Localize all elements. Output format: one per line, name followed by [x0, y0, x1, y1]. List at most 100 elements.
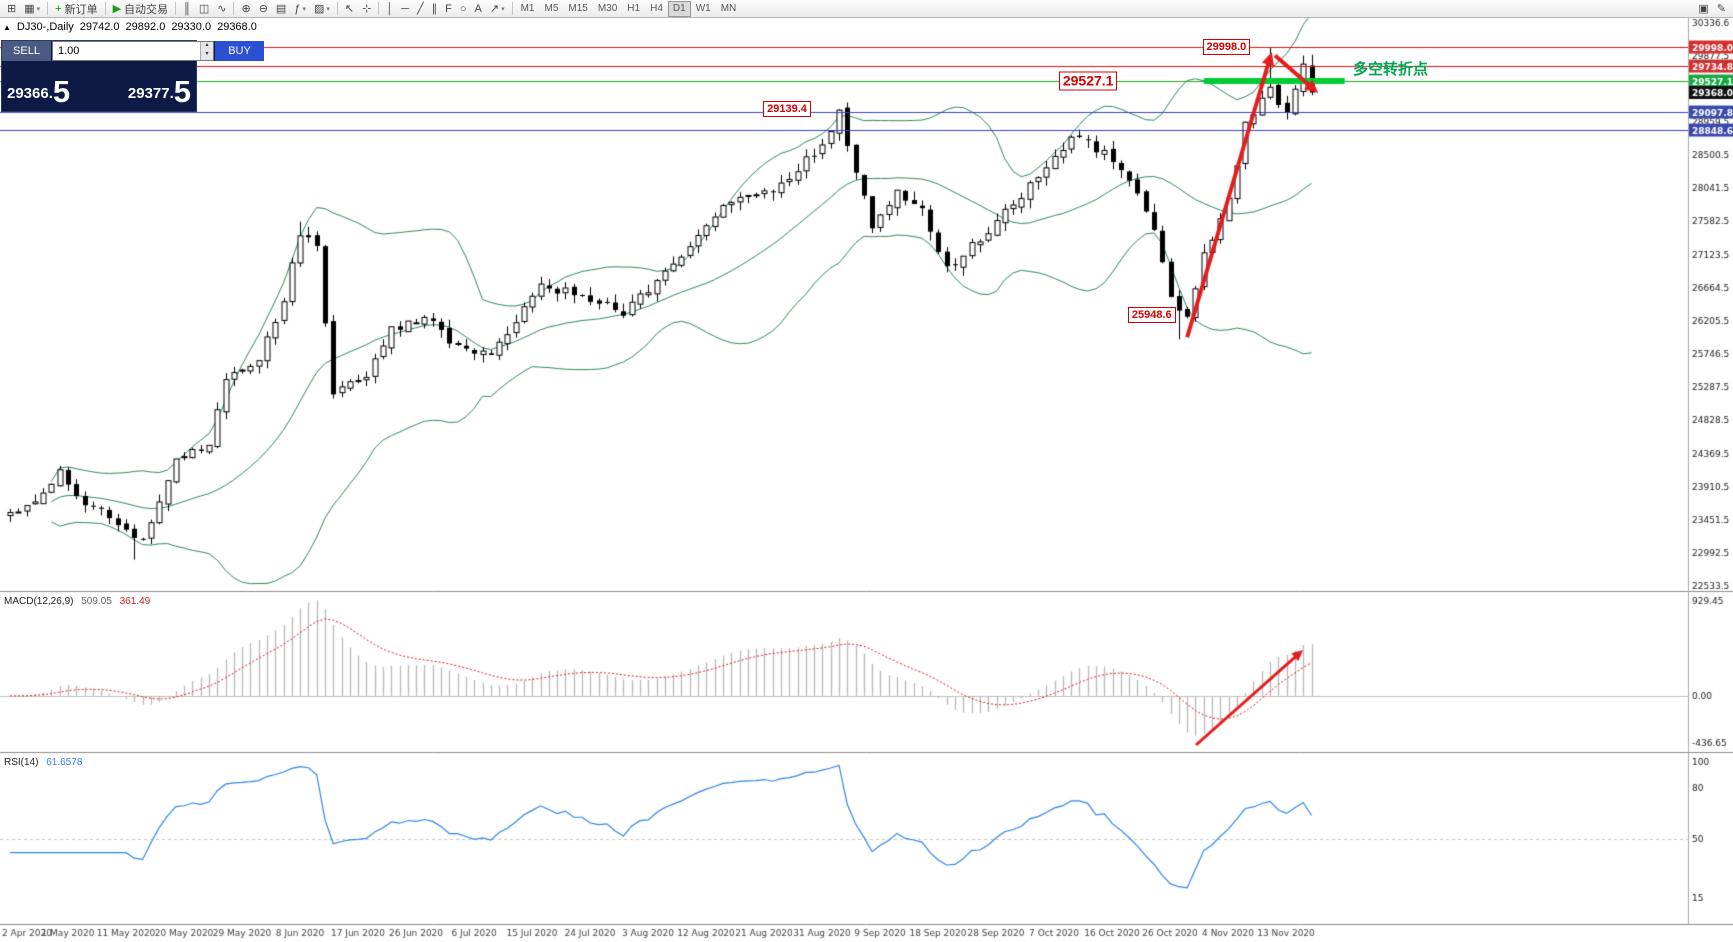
fibonacci-button[interactable]: F [441, 1, 456, 17]
symbol-period-label: DJ30-,Daily [16, 21, 74, 33]
quick-edit-icon: ✎ [1716, 2, 1726, 15]
toolbar-separator [511, 2, 513, 15]
timeframe-w1-button[interactable]: W1 [691, 1, 716, 17]
tile-windows-icon: ▤ [275, 2, 287, 15]
chevron-down-icon: ▾ [302, 5, 306, 13]
rsi-name: RSI(14) [4, 757, 39, 768]
horizontal-line-button[interactable]: ─ [397, 1, 413, 17]
timeframe-m15-button[interactable]: M15 [563, 1, 592, 17]
low-value: 29330.0 [171, 21, 212, 33]
timeframe-w1-label: W1 [695, 3, 711, 14]
profiles-button[interactable]: ▦ ▾ [20, 1, 44, 17]
candlestick-chart-button[interactable]: ◫ [195, 1, 213, 17]
volume-decrease-button[interactable]: ▾ [201, 51, 213, 60]
text-label-button[interactable]: A [471, 1, 486, 17]
volume-input[interactable] [53, 42, 200, 60]
window-dock-button[interactable]: ▣ [1694, 1, 1712, 17]
close-value: 29368.0 [217, 21, 257, 33]
arrows-tool-button[interactable]: ↗ ▾ [486, 1, 509, 17]
channel-button[interactable]: ∥ [428, 1, 442, 17]
sell-price-frac: 5 [52, 74, 71, 109]
price-label-flag[interactable]: 29139.4 [763, 101, 811, 118]
quick-edit-button[interactable]: ✎ [1713, 1, 1730, 17]
toolbar-separator [175, 2, 177, 15]
indicators-button[interactable]: ƒ ▾ [290, 1, 310, 17]
tile-windows-button[interactable]: ▤ [272, 1, 290, 17]
fibonacci-icon: F [445, 2, 452, 15]
timeframe-h4-button[interactable]: H4 [645, 1, 668, 17]
timeframe-m30-label: M30 [597, 3, 618, 14]
price-label-flag[interactable]: 25948.6 [1127, 307, 1176, 324]
templates-icon: ▨ [313, 2, 325, 15]
one-click-trade-panel: SELL ▴ ▾ BUY 29366.5 29377.5 [1, 40, 264, 112]
sell-button[interactable]: SELL [2, 41, 52, 61]
high-value: 29892.0 [125, 21, 166, 33]
buy-price-display[interactable]: 29377. 5 [99, 61, 196, 111]
new-order-button[interactable]: + 新订单 [51, 1, 101, 17]
buy-price-main: 29377. [127, 85, 174, 102]
ellipse-button[interactable]: ○ [456, 1, 471, 17]
timeframe-m15-label: M15 [568, 3, 588, 14]
macd-indicator-label: MACD(12,26,9) 509.05 361.49 [4, 596, 150, 607]
collapse-icon[interactable]: ▲ [3, 22, 11, 32]
bar-chart-button[interactable]: ║ [179, 1, 195, 17]
toolbar-separator [378, 2, 380, 15]
chevron-down-icon: ▾ [326, 5, 330, 13]
zoom-out-icon: ⊖ [258, 2, 268, 15]
auto-trading-icon: ▶ [112, 2, 122, 15]
timeframe-m30-button[interactable]: M30 [593, 1, 622, 17]
vertical-line-button[interactable]: │ [382, 1, 397, 17]
buy-price-frac: 5 [173, 74, 191, 109]
auto-trading-button[interactable]: ▶ 自动交易 [109, 1, 172, 17]
buy-button[interactable]: BUY [214, 41, 264, 61]
auto-trading-label: 自动交易 [124, 3, 169, 16]
trendline-icon: ╱ [416, 2, 424, 15]
timeframe-h1-label: H1 [627, 3, 641, 14]
zoom-in-button[interactable]: ⊕ [237, 1, 254, 17]
chart-ohlc-header: ▲ DJ30-,Daily 29742.0 29892.0 29330.0 29… [3, 21, 257, 33]
timeframe-mn-label: MN [720, 3, 737, 14]
timeframe-m5-button[interactable]: M5 [539, 1, 563, 17]
timeframe-d1-button[interactable]: D1 [667, 0, 691, 17]
cursor-button[interactable]: ↖ [341, 1, 358, 17]
chevron-down-icon: ▾ [501, 5, 505, 13]
volume-field: ▴ ▾ [52, 41, 214, 61]
vertical-line-icon: │ [386, 2, 394, 15]
macd-name: MACD(12,26,9) [4, 596, 74, 607]
timeframe-d1-label: D1 [672, 3, 686, 14]
volume-increase-button[interactable]: ▴ [201, 42, 213, 51]
timeframe-h1-button[interactable]: H1 [622, 1, 645, 17]
new-order-label: 新订单 [64, 3, 98, 16]
timeframe-m1-button[interactable]: M1 [516, 1, 540, 17]
cursor-icon: ↖ [344, 2, 355, 15]
line-chart-button[interactable]: ∿ [213, 1, 230, 17]
sell-price-main: 29366. [7, 85, 53, 102]
new-chart-button[interactable]: ⊞ [3, 1, 20, 17]
arrows-tool-icon: ↗ [489, 2, 500, 15]
toolbar-separator [233, 2, 235, 15]
zoom-out-button[interactable]: ⊖ [255, 1, 272, 17]
ellipse-icon: ○ [459, 2, 467, 15]
price-label-flag[interactable]: 29998.0 [1202, 39, 1251, 56]
timeframe-mn-button[interactable]: MN [716, 1, 742, 17]
crosshair-button[interactable]: ⊹ [358, 1, 375, 17]
candlestick-chart-icon: ◫ [198, 2, 210, 15]
open-value: 29742.0 [79, 21, 120, 33]
sell-price-display[interactable]: 29366. 5 [2, 61, 99, 111]
price-label-flag[interactable]: 29527.1 [1058, 71, 1118, 91]
rsi-value: 61.6578 [46, 757, 83, 768]
horizontal-line-icon: ─ [401, 2, 409, 15]
text-label-icon: A [474, 2, 482, 15]
channel-icon: ∥ [431, 2, 438, 15]
price-chart-canvas[interactable] [0, 18, 1733, 942]
new-chart-icon: ⊞ [7, 2, 17, 15]
line-chart-icon: ∿ [217, 2, 227, 15]
turning-point-annotation[interactable]: 多空转折点 [1352, 61, 1428, 79]
crosshair-icon: ⊹ [362, 2, 372, 15]
macd-signal-value: 361.49 [119, 596, 151, 607]
trendline-button[interactable]: ╱ [413, 1, 428, 17]
timeframe-m5-label: M5 [544, 3, 559, 14]
toolbar-separator [336, 2, 338, 15]
templates-button[interactable]: ▨ ▾ [310, 1, 334, 17]
